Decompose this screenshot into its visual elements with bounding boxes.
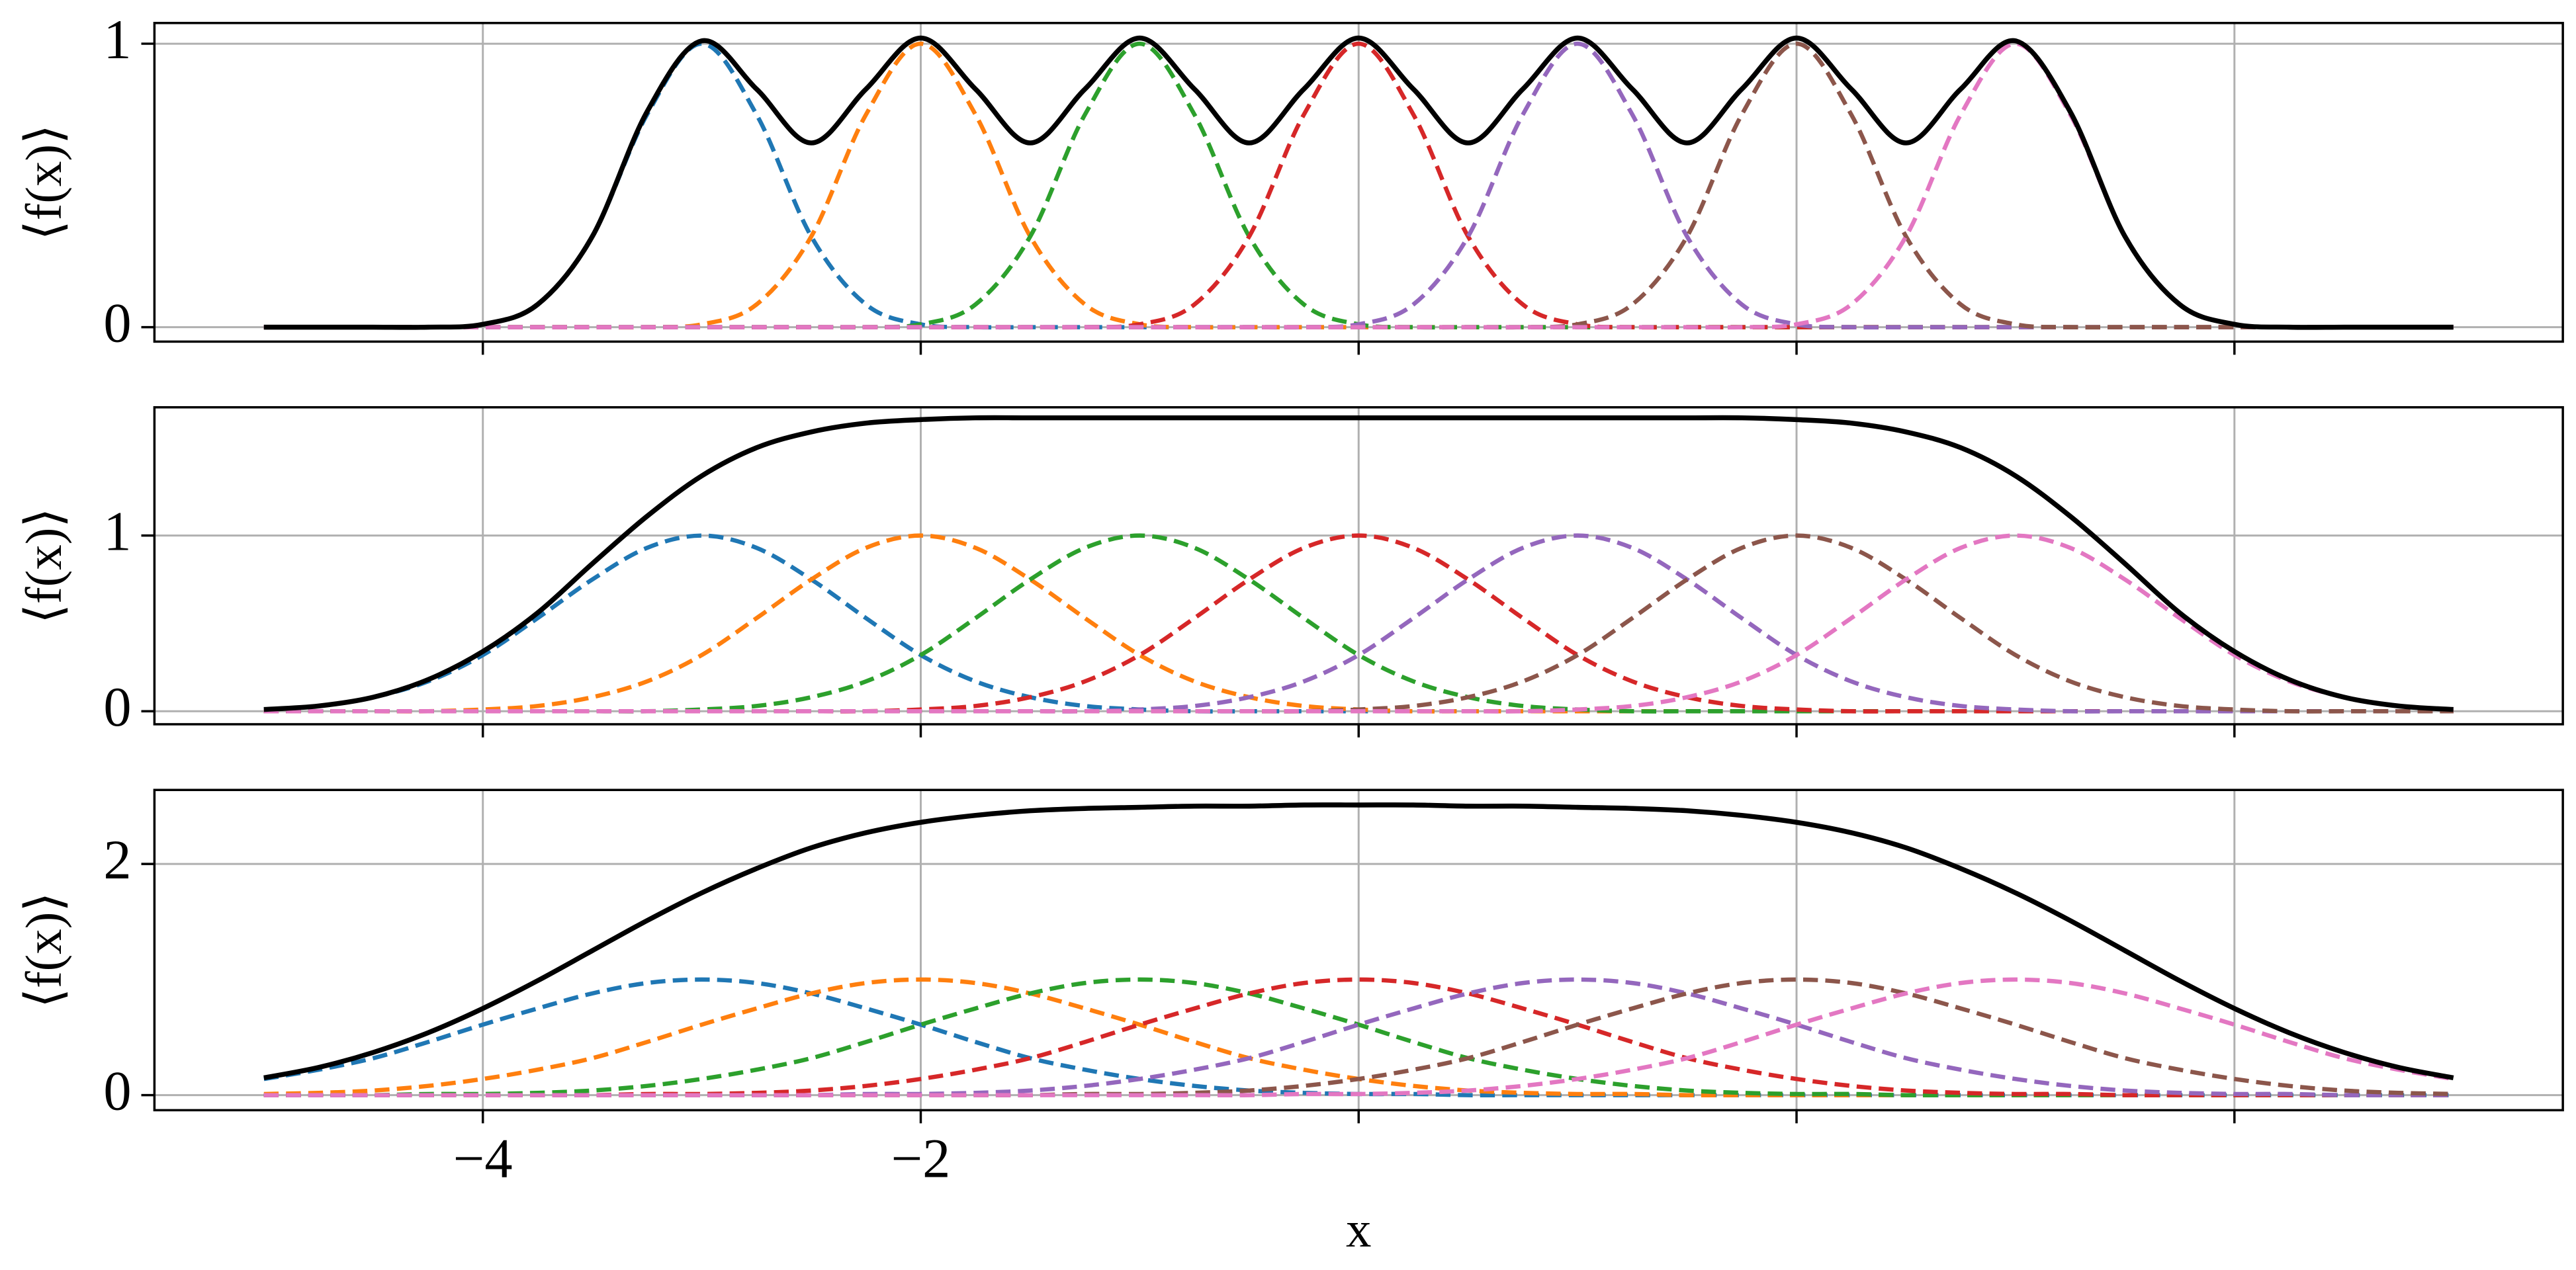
y-axis-label: ⟨f(x)⟩ — [15, 508, 72, 624]
sum-line — [263, 35, 2454, 330]
y-tick-label: 0 — [103, 292, 131, 354]
x-axis-label: x — [1346, 1201, 1371, 1258]
axes-frame — [153, 788, 2564, 1112]
x-tick-label: −4 — [453, 1128, 513, 1190]
plot-area — [263, 35, 2454, 330]
sum-line — [263, 415, 2454, 712]
x-tick-label: −2 — [891, 1128, 951, 1190]
sum-line — [263, 802, 2454, 1081]
y-tick-label: 1 — [103, 501, 131, 563]
y-axis-label: ⟨f(x)⟩ — [15, 124, 72, 240]
dashed-line — [263, 533, 2454, 714]
y-tick-label: 2 — [103, 829, 131, 891]
axes-frame — [153, 22, 2564, 343]
plot-area — [263, 802, 2454, 1098]
dashed-line — [263, 977, 2454, 1098]
dashed-line — [263, 41, 2454, 330]
axes-frame — [153, 406, 2564, 726]
y-axis-label: ⟨f(x)⟩ — [15, 892, 72, 1008]
y-tick-label: 0 — [103, 1061, 131, 1122]
y-tick-label: 0 — [103, 677, 131, 738]
plot-area — [263, 415, 2454, 714]
y-tick-label: 1 — [103, 9, 131, 71]
